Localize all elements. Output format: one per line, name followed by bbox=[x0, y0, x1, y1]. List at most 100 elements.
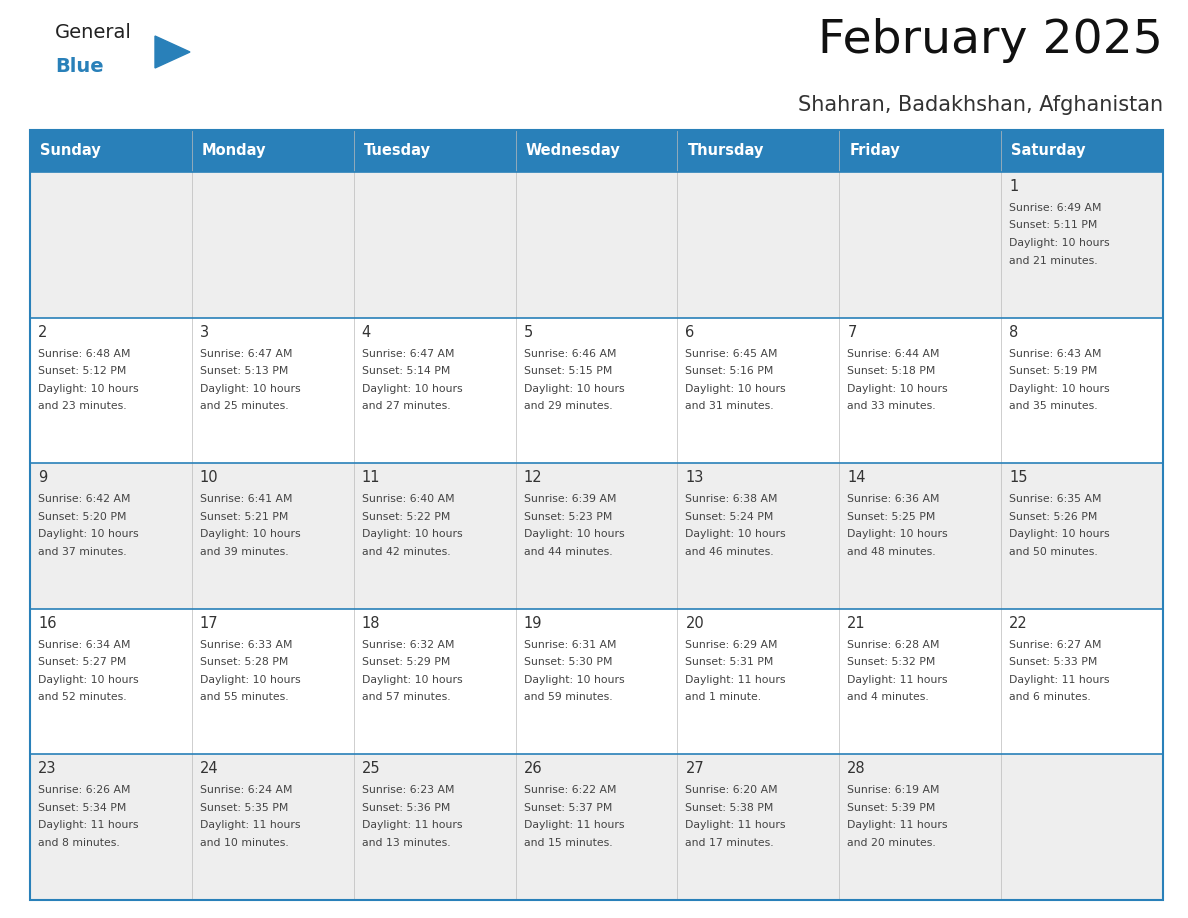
Text: Thursday: Thursday bbox=[688, 143, 764, 159]
Text: Sunset: 5:28 PM: Sunset: 5:28 PM bbox=[200, 657, 289, 667]
Text: 23: 23 bbox=[38, 761, 57, 777]
Text: Daylight: 10 hours: Daylight: 10 hours bbox=[685, 384, 786, 394]
FancyBboxPatch shape bbox=[191, 172, 354, 318]
Text: Sunset: 5:23 PM: Sunset: 5:23 PM bbox=[524, 511, 612, 521]
Text: Sunset: 5:37 PM: Sunset: 5:37 PM bbox=[524, 803, 612, 813]
FancyBboxPatch shape bbox=[677, 318, 839, 464]
FancyBboxPatch shape bbox=[516, 318, 677, 464]
Text: Sunrise: 6:22 AM: Sunrise: 6:22 AM bbox=[524, 786, 617, 795]
Text: Sunrise: 6:36 AM: Sunrise: 6:36 AM bbox=[847, 494, 940, 504]
Text: and 6 minutes.: and 6 minutes. bbox=[1009, 692, 1091, 702]
Text: 6: 6 bbox=[685, 325, 695, 340]
Text: 2: 2 bbox=[38, 325, 48, 340]
FancyBboxPatch shape bbox=[354, 609, 516, 755]
FancyBboxPatch shape bbox=[1001, 464, 1163, 609]
Text: 13: 13 bbox=[685, 470, 703, 486]
Text: February 2025: February 2025 bbox=[819, 18, 1163, 63]
FancyBboxPatch shape bbox=[191, 609, 354, 755]
FancyBboxPatch shape bbox=[354, 464, 516, 609]
FancyBboxPatch shape bbox=[30, 609, 191, 755]
Text: 14: 14 bbox=[847, 470, 866, 486]
Text: Daylight: 10 hours: Daylight: 10 hours bbox=[1009, 529, 1110, 539]
Text: Sunset: 5:18 PM: Sunset: 5:18 PM bbox=[847, 366, 936, 376]
Text: Daylight: 11 hours: Daylight: 11 hours bbox=[847, 821, 948, 831]
Text: and 50 minutes.: and 50 minutes. bbox=[1009, 547, 1098, 556]
Text: Sunset: 5:33 PM: Sunset: 5:33 PM bbox=[1009, 657, 1098, 667]
Text: and 52 minutes.: and 52 minutes. bbox=[38, 692, 127, 702]
Text: Sunrise: 6:45 AM: Sunrise: 6:45 AM bbox=[685, 349, 778, 359]
Text: and 48 minutes.: and 48 minutes. bbox=[847, 547, 936, 556]
Text: and 39 minutes.: and 39 minutes. bbox=[200, 547, 289, 556]
FancyBboxPatch shape bbox=[191, 755, 354, 900]
Text: Daylight: 11 hours: Daylight: 11 hours bbox=[685, 821, 786, 831]
Text: Daylight: 10 hours: Daylight: 10 hours bbox=[200, 529, 301, 539]
FancyBboxPatch shape bbox=[677, 172, 839, 318]
FancyBboxPatch shape bbox=[1001, 172, 1163, 318]
Text: Daylight: 10 hours: Daylight: 10 hours bbox=[361, 529, 462, 539]
Text: Daylight: 11 hours: Daylight: 11 hours bbox=[685, 675, 786, 685]
Text: Sunset: 5:27 PM: Sunset: 5:27 PM bbox=[38, 657, 126, 667]
Text: 15: 15 bbox=[1009, 470, 1028, 486]
Text: 28: 28 bbox=[847, 761, 866, 777]
FancyBboxPatch shape bbox=[677, 609, 839, 755]
Text: 16: 16 bbox=[38, 616, 57, 631]
Text: Sunrise: 6:40 AM: Sunrise: 6:40 AM bbox=[361, 494, 454, 504]
Text: and 15 minutes.: and 15 minutes. bbox=[524, 838, 612, 848]
Text: and 21 minutes.: and 21 minutes. bbox=[1009, 255, 1098, 265]
Text: Sunset: 5:36 PM: Sunset: 5:36 PM bbox=[361, 803, 450, 813]
Text: and 4 minutes.: and 4 minutes. bbox=[847, 692, 929, 702]
Text: Sunrise: 6:49 AM: Sunrise: 6:49 AM bbox=[1009, 203, 1101, 213]
Text: Tuesday: Tuesday bbox=[364, 143, 431, 159]
Text: Sunrise: 6:24 AM: Sunrise: 6:24 AM bbox=[200, 786, 292, 795]
Text: and 23 minutes.: and 23 minutes. bbox=[38, 401, 127, 411]
FancyBboxPatch shape bbox=[839, 172, 1001, 318]
Text: Sunset: 5:24 PM: Sunset: 5:24 PM bbox=[685, 511, 773, 521]
Text: Sunrise: 6:38 AM: Sunrise: 6:38 AM bbox=[685, 494, 778, 504]
Text: Sunrise: 6:32 AM: Sunrise: 6:32 AM bbox=[361, 640, 454, 650]
Text: Sunset: 5:11 PM: Sunset: 5:11 PM bbox=[1009, 220, 1098, 230]
Text: Sunrise: 6:43 AM: Sunrise: 6:43 AM bbox=[1009, 349, 1101, 359]
Text: Sunset: 5:21 PM: Sunset: 5:21 PM bbox=[200, 511, 289, 521]
FancyBboxPatch shape bbox=[516, 609, 677, 755]
Text: Sunrise: 6:27 AM: Sunrise: 6:27 AM bbox=[1009, 640, 1101, 650]
Text: and 17 minutes.: and 17 minutes. bbox=[685, 838, 775, 848]
Text: 10: 10 bbox=[200, 470, 219, 486]
Text: Sunrise: 6:26 AM: Sunrise: 6:26 AM bbox=[38, 786, 131, 795]
Text: Sunrise: 6:46 AM: Sunrise: 6:46 AM bbox=[524, 349, 617, 359]
Text: Daylight: 10 hours: Daylight: 10 hours bbox=[1009, 238, 1110, 248]
Text: and 29 minutes.: and 29 minutes. bbox=[524, 401, 612, 411]
Text: Sunrise: 6:19 AM: Sunrise: 6:19 AM bbox=[847, 786, 940, 795]
Text: Daylight: 10 hours: Daylight: 10 hours bbox=[685, 529, 786, 539]
Text: Saturday: Saturday bbox=[1011, 143, 1086, 159]
Text: 11: 11 bbox=[361, 470, 380, 486]
Text: Daylight: 11 hours: Daylight: 11 hours bbox=[361, 821, 462, 831]
FancyBboxPatch shape bbox=[354, 172, 516, 318]
Text: Daylight: 10 hours: Daylight: 10 hours bbox=[847, 384, 948, 394]
Text: Daylight: 10 hours: Daylight: 10 hours bbox=[1009, 384, 1110, 394]
FancyBboxPatch shape bbox=[839, 609, 1001, 755]
Text: 3: 3 bbox=[200, 325, 209, 340]
Text: Sunset: 5:30 PM: Sunset: 5:30 PM bbox=[524, 657, 612, 667]
Text: Sunset: 5:25 PM: Sunset: 5:25 PM bbox=[847, 511, 936, 521]
Text: 8: 8 bbox=[1009, 325, 1018, 340]
Text: and 37 minutes.: and 37 minutes. bbox=[38, 547, 127, 556]
Text: Sunset: 5:20 PM: Sunset: 5:20 PM bbox=[38, 511, 126, 521]
Text: Sunset: 5:38 PM: Sunset: 5:38 PM bbox=[685, 803, 773, 813]
Text: Daylight: 10 hours: Daylight: 10 hours bbox=[200, 675, 301, 685]
FancyBboxPatch shape bbox=[30, 172, 191, 318]
Text: and 27 minutes.: and 27 minutes. bbox=[361, 401, 450, 411]
Text: Daylight: 11 hours: Daylight: 11 hours bbox=[1009, 675, 1110, 685]
Text: Sunset: 5:34 PM: Sunset: 5:34 PM bbox=[38, 803, 126, 813]
Text: 26: 26 bbox=[524, 761, 542, 777]
Text: Shahran, Badakhshan, Afghanistan: Shahran, Badakhshan, Afghanistan bbox=[798, 95, 1163, 115]
Text: Sunrise: 6:28 AM: Sunrise: 6:28 AM bbox=[847, 640, 940, 650]
Text: 22: 22 bbox=[1009, 616, 1028, 631]
FancyBboxPatch shape bbox=[516, 172, 677, 318]
Text: and 35 minutes.: and 35 minutes. bbox=[1009, 401, 1098, 411]
Text: Sunset: 5:14 PM: Sunset: 5:14 PM bbox=[361, 366, 450, 376]
Text: Sunday: Sunday bbox=[40, 143, 101, 159]
Text: and 57 minutes.: and 57 minutes. bbox=[361, 692, 450, 702]
Text: 17: 17 bbox=[200, 616, 219, 631]
FancyBboxPatch shape bbox=[839, 464, 1001, 609]
Text: Sunrise: 6:47 AM: Sunrise: 6:47 AM bbox=[200, 349, 292, 359]
